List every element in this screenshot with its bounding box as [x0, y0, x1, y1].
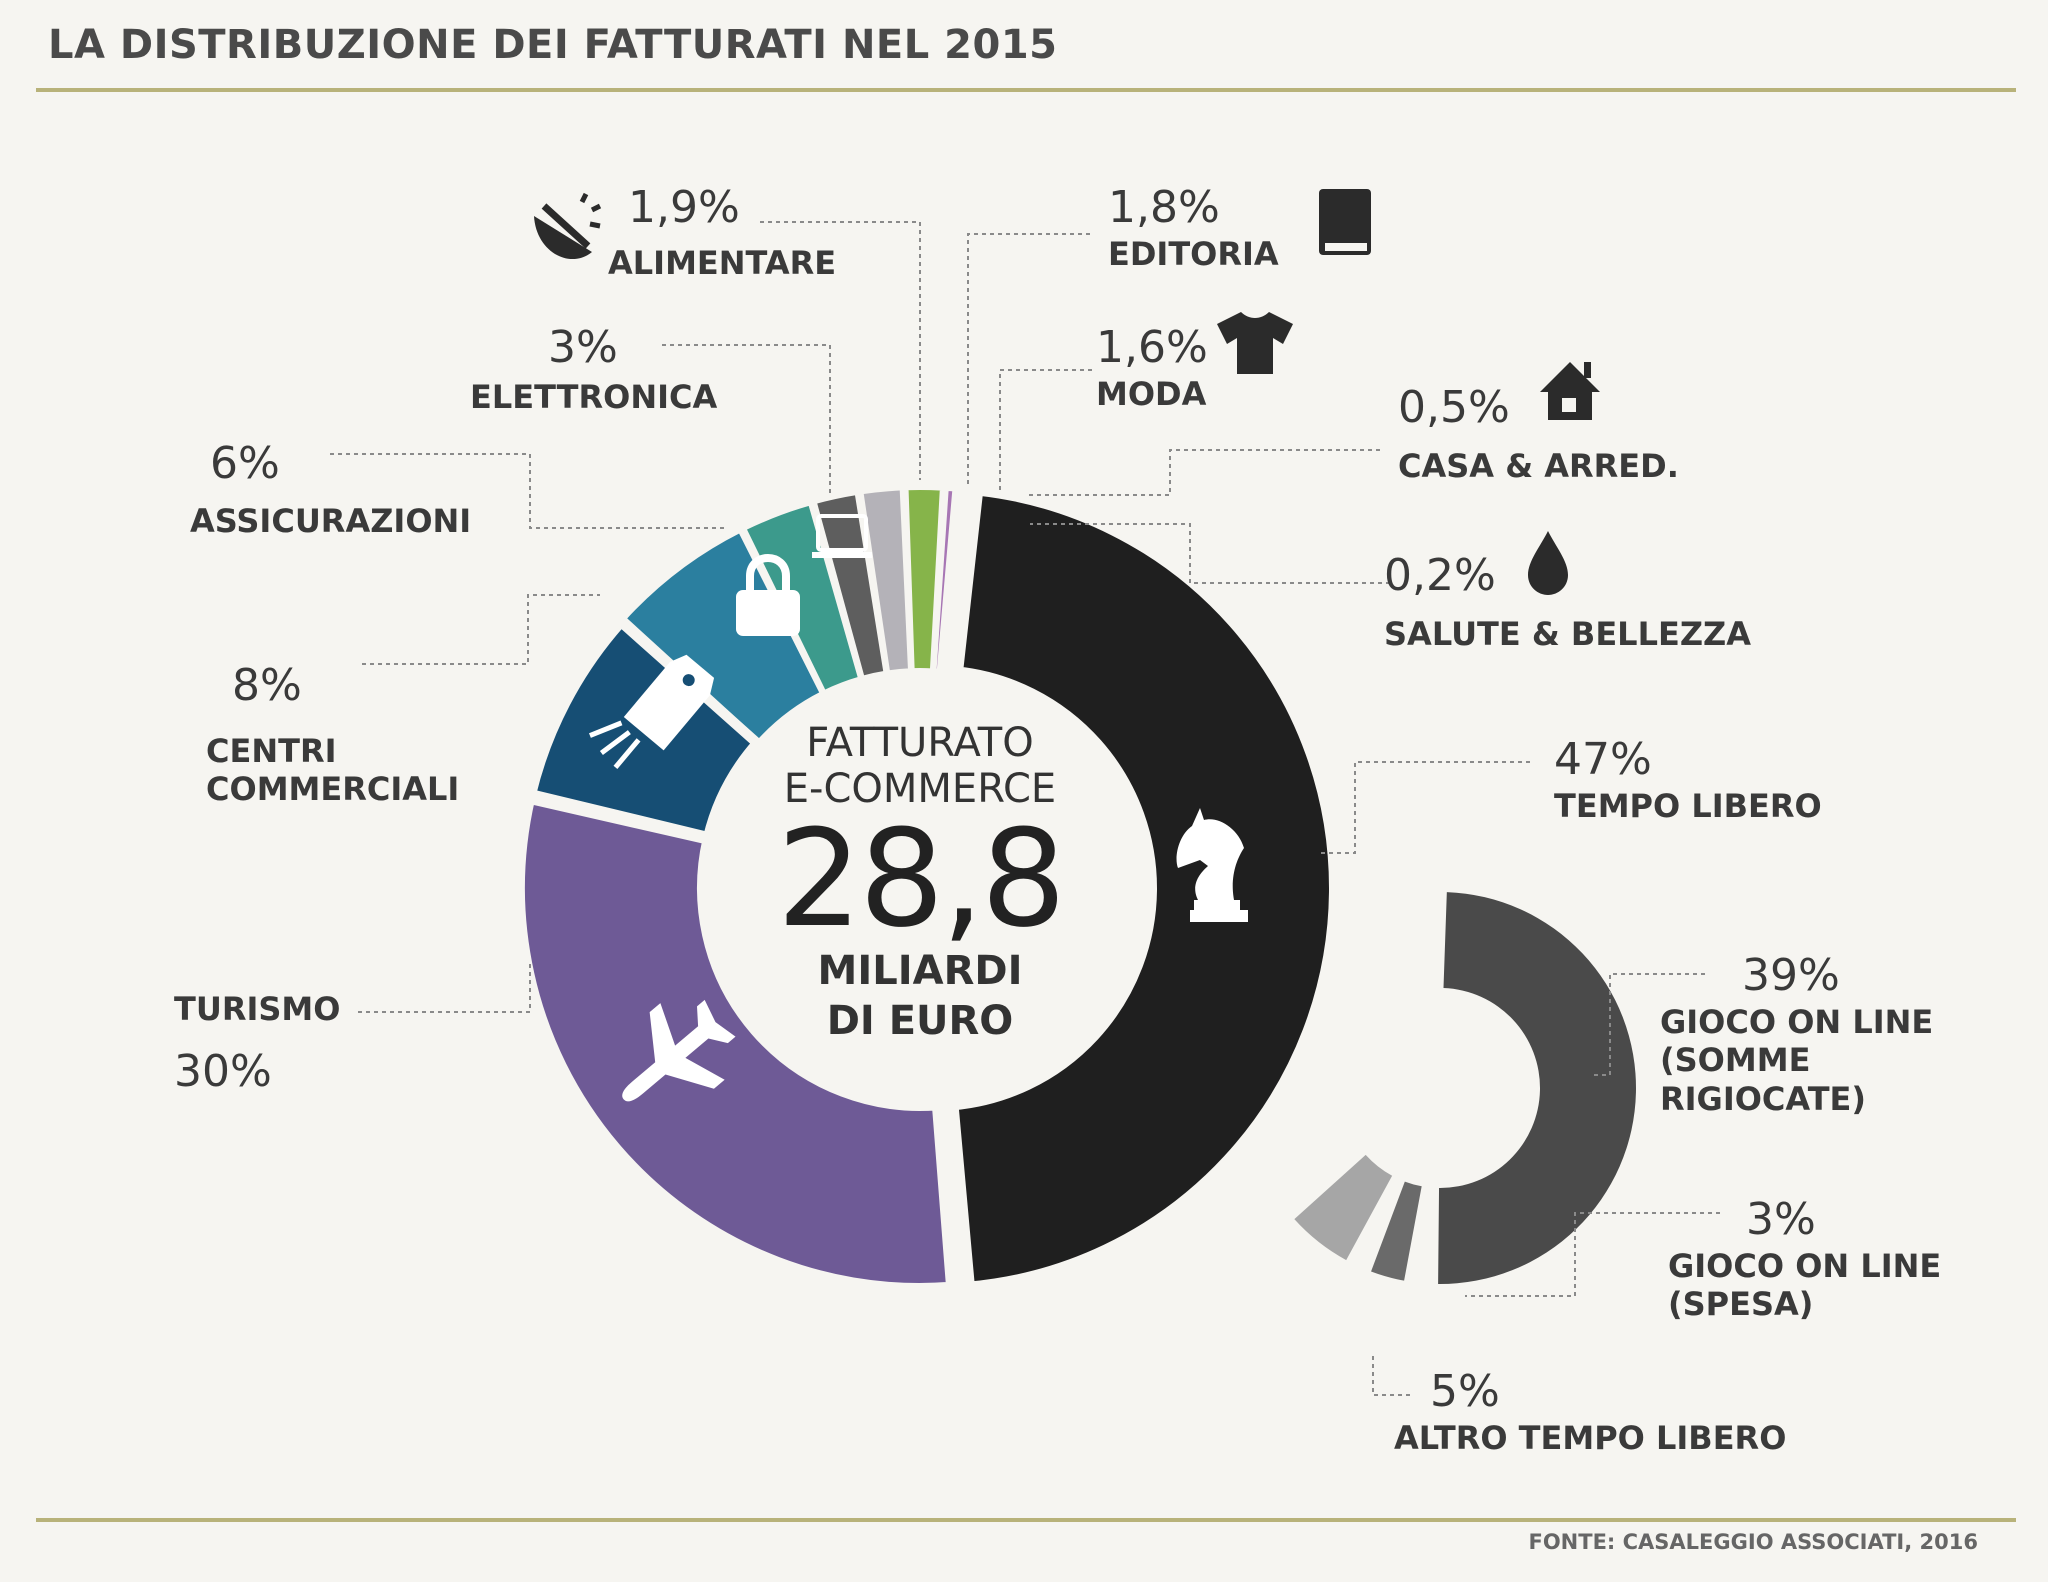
label-alimentare: 1,9% [628, 182, 740, 235]
chess-knight-icon [1176, 808, 1248, 922]
label-assicurazioni-name-wrap: ASSICURAZIONI [190, 502, 471, 540]
label-altro: 5% ALTRO TEMPO LIBERO [1394, 1366, 1786, 1457]
label-tempo-libero-name: TEMPO LIBERO [1554, 786, 1822, 825]
label-turismo: TURISMO 30% [174, 990, 340, 1099]
label-alimentare-name: ALIMENTARE [608, 244, 837, 282]
leader-lines [330, 221, 1720, 1396]
label-salute-pct: 0,2% [1384, 550, 1496, 601]
label-centri-pct: 8% [232, 660, 302, 711]
segment-salute-bellezza [939, 487, 962, 674]
label-gioco-somme-name-3: RIGIOCATE) [1660, 1079, 1866, 1118]
leader-alimentare [760, 221, 921, 480]
center-unit-1: MILIARDI [817, 948, 1023, 994]
tshirt-icon [1217, 312, 1293, 374]
label-elettronica-name-wrap: ELETTRONICA [470, 378, 717, 416]
label-editoria-name: EDITORIA [1108, 234, 1279, 273]
label-turismo-name: TURISMO [174, 990, 341, 1028]
label-centri-name-wrap: CENTRI COMMERCIALI [206, 732, 459, 809]
label-gioco-somme-pct: 39% [1742, 950, 1840, 1001]
book-icon [1319, 189, 1371, 255]
leader-moda [999, 369, 1092, 490]
label-elettronica-name: ELETTRONICA [470, 378, 718, 416]
label-gioco-spesa-name-2: (SPESA) [1668, 1285, 1814, 1324]
label-tempo-libero: 47% TEMPO LIBERO [1554, 734, 1822, 825]
label-centri-pct-wrap: 8% [232, 660, 302, 713]
label-assicurazioni-pct: 6% [210, 438, 280, 489]
label-gioco-somme-name-2: (SOMME [1660, 1041, 1811, 1080]
price-tag-icon [589, 654, 715, 770]
source-note: FONTE: CASALEGGIO ASSOCIATI, 2016 [1528, 1530, 1978, 1554]
label-moda: 1,6% MODA [1096, 322, 1208, 413]
leader-salute [1030, 523, 1390, 584]
leader-casa [1025, 449, 1380, 496]
label-casa-pct: 0,5% [1398, 382, 1510, 433]
center-caption-1: FATTURATO [806, 720, 1034, 766]
label-editoria: 1,8% EDITORIA [1108, 182, 1279, 273]
label-elettronica-pct-wrap: 3% [548, 322, 618, 375]
label-tempo-libero-pct: 47% [1554, 734, 1652, 785]
airplane-icon [622, 999, 736, 1102]
house-icon [1540, 362, 1600, 420]
label-centri-name-1: CENTRI [206, 732, 337, 770]
label-gioco-spesa-pct: 3% [1746, 1194, 1816, 1245]
segment-altro-tempo-libero [1294, 1154, 1393, 1261]
leader-gioco-spesa [1465, 1212, 1720, 1297]
label-gioco-spesa-name-1: GIOCO ON LINE [1668, 1246, 1942, 1285]
center-value: 28,8 [776, 801, 1066, 957]
label-assicurazioni-name: ASSICURAZIONI [190, 502, 472, 540]
label-altro-name: ALTRO TEMPO LIBERO [1394, 1418, 1787, 1457]
label-casa: 0,5% CASA & ARRED. [1398, 382, 1679, 485]
segment-turismo [515, 793, 957, 1293]
center-caption-2: E-COMMERCE [783, 766, 1057, 812]
label-salute: 0,2% SALUTE & BELLEZZA [1384, 550, 1751, 653]
leader-gioco-somme [1590, 973, 1705, 1076]
center-unit-2: DI EURO [826, 998, 1014, 1044]
padlock-icon [736, 554, 800, 636]
donut-ring [515, 485, 1339, 1293]
center-total: FATTURATO E-COMMERCE 28,8 MILIARDI DI EU… [720, 720, 1120, 1046]
leader-editoria [967, 233, 1090, 488]
top-divider [36, 88, 2016, 92]
label-editoria-pct: 1,8% [1108, 182, 1220, 233]
label-elettronica-pct: 3% [548, 322, 618, 373]
label-moda-pct: 1,6% [1096, 322, 1208, 373]
monitor-icon [812, 514, 872, 558]
label-gioco-somme: 39% GIOCO ON LINE (SOMME RIGIOCATE) [1660, 950, 1933, 1118]
leader-elettronica [662, 344, 831, 495]
label-alimentare-pct: 1,9% [628, 182, 740, 233]
droplet-icon [1528, 531, 1568, 595]
segment-elettronica [741, 500, 863, 695]
label-turismo-pct: 30% [174, 1046, 272, 1098]
label-moda-name: MODA [1096, 374, 1207, 413]
label-altro-pct: 5% [1430, 1366, 1500, 1417]
label-salute-name: SALUTE & BELLEZZA [1384, 614, 1751, 653]
segment-editoria [859, 486, 913, 675]
label-gioco-somme-name-1: GIOCO ON LINE [1660, 1002, 1934, 1041]
label-casa-name: CASA & ARRED. [1398, 446, 1679, 485]
label-gioco-spesa: 3% GIOCO ON LINE (SPESA) [1668, 1194, 1941, 1324]
segment-alimentare [812, 490, 888, 681]
segment-assicurazioni [621, 528, 825, 744]
segment-moda [904, 486, 944, 673]
leader-turismo [358, 960, 531, 1013]
tempo-libero-breakdown-ring [1294, 892, 1636, 1284]
food-bowl-icon [534, 192, 602, 260]
label-centri-name-2: COMMERCIALI [206, 770, 460, 809]
leader-centri [362, 594, 600, 665]
leader-assicurazioni [330, 453, 726, 529]
leader-tempo-libero [1320, 761, 1530, 854]
label-assicurazioni-pct-wrap: 6% [210, 438, 280, 491]
chart-title: LA DISTRIBUZIONE DEI FATTURATI NEL 2015 [48, 22, 1058, 68]
bottom-divider [36, 1518, 2016, 1522]
segment-gioco-on-line-somme [1438, 892, 1636, 1284]
segment-tempo-libero [948, 485, 1339, 1292]
segment-casa-arred [932, 486, 957, 673]
segment-gioco-on-line-spesa [1371, 1181, 1422, 1281]
